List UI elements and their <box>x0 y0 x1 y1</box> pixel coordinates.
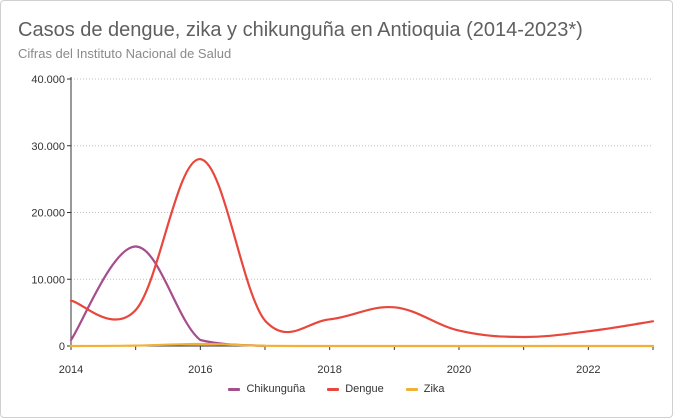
legend-item[interactable]: Dengue <box>327 383 384 395</box>
x-tick-label: 2014 <box>59 364 83 376</box>
grid-lines <box>71 78 653 280</box>
legend-label: Chikunguña <box>246 383 306 395</box>
legend-swatch <box>228 387 241 391</box>
chart-title: Casos de dengue, zika y chikunguña en An… <box>18 19 583 41</box>
y-tick-label: 40.000 <box>31 74 65 86</box>
legend-label: Dengue <box>345 383 384 395</box>
legend-swatch <box>327 387 340 391</box>
x-tick-label: 2018 <box>317 364 341 376</box>
x-tick-label: 2020 <box>447 364 471 376</box>
chart-subtitle: Cifras del Instituto Nacional de Salud <box>18 46 232 61</box>
y-tick-label: 0 <box>59 341 65 353</box>
x-axis: 2014 2016 2018 2020 2022 <box>59 345 654 376</box>
y-tick-label: 10.000 <box>31 274 65 286</box>
legend: Chikunguña Dengue Zika <box>1 383 672 395</box>
y-tick-label: 20.000 <box>31 208 65 220</box>
legend-item[interactable]: Chikunguña <box>228 383 305 395</box>
x-tick-label: 2022 <box>576 364 600 376</box>
y-axis: 0 10.000 20.000 30.000 40.000 <box>31 74 72 353</box>
x-tick-label: 2016 <box>188 364 212 376</box>
legend-item[interactable]: Zika <box>405 383 445 395</box>
legend-swatch <box>405 387 418 391</box>
series-line-dengue <box>69 157 655 339</box>
y-tick-label: 30.000 <box>31 141 65 153</box>
legend-label: Zika <box>423 383 445 395</box>
series-line-zika <box>69 342 655 348</box>
series-lines <box>69 157 655 348</box>
series-line-chikunguña <box>69 245 267 348</box>
